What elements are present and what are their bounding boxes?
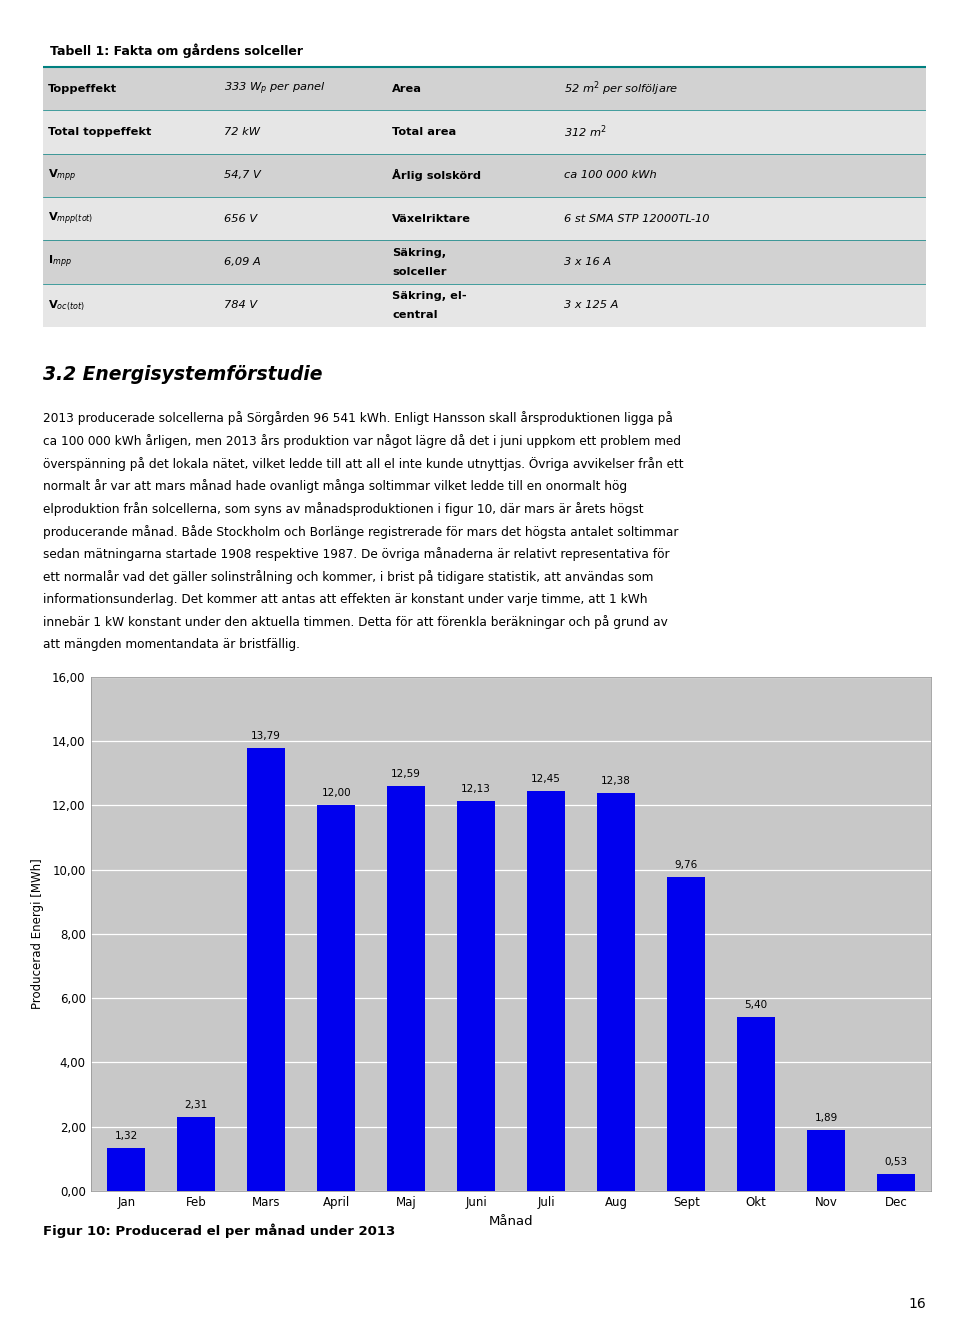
Text: 0,53: 0,53 xyxy=(884,1156,908,1167)
Text: central: central xyxy=(392,310,438,320)
Bar xyxy=(876,1173,916,1191)
Text: informationsunderlag. Det kommer att antas att effekten är konstant under varje : informationsunderlag. Det kommer att ant… xyxy=(43,593,648,606)
Bar xyxy=(527,790,565,1191)
Text: innebär 1 kW konstant under den aktuella timmen. Detta för att förenkla beräknin: innebär 1 kW konstant under den aktuella… xyxy=(43,615,668,629)
Text: 13,79: 13,79 xyxy=(252,730,281,741)
Bar xyxy=(43,240,926,284)
Text: Total toppeffekt: Total toppeffekt xyxy=(48,127,151,138)
Bar xyxy=(107,1148,146,1191)
Text: V$_{mpp}$: V$_{mpp}$ xyxy=(48,167,76,184)
Bar xyxy=(807,1131,846,1191)
Text: 12,38: 12,38 xyxy=(601,776,631,786)
Text: ca 100 000 kWh årligen, men 2013 års produktion var något lägre då det i juni up: ca 100 000 kWh årligen, men 2013 års pro… xyxy=(43,434,682,449)
Text: överspänning på det lokala nätet, vilket ledde till att all el inte kunde utnytt: överspänning på det lokala nätet, vilket… xyxy=(43,457,684,471)
Text: ett normalår vad det gäller solinstrålning och kommer, i brist på tidigare stati: ett normalår vad det gäller solinstrålni… xyxy=(43,570,654,583)
Text: 1,32: 1,32 xyxy=(114,1131,138,1141)
Text: 12,59: 12,59 xyxy=(392,769,421,780)
Text: Figur 10: Producerad el per månad under 2013: Figur 10: Producerad el per månad under … xyxy=(43,1224,396,1238)
Bar xyxy=(43,111,926,154)
Text: 656 V: 656 V xyxy=(225,214,257,224)
Text: 12,13: 12,13 xyxy=(461,784,492,794)
Text: att mängden momentandata är bristfällig.: att mängden momentandata är bristfällig. xyxy=(43,638,300,651)
Text: 12,45: 12,45 xyxy=(531,774,562,784)
Text: 2013 producerade solcellerna på Sörgården 96 541 kWh. Enligt Hansson skall årspr: 2013 producerade solcellerna på Sörgårde… xyxy=(43,411,673,426)
Text: 3 x 16 A: 3 x 16 A xyxy=(564,258,612,267)
Text: 9,76: 9,76 xyxy=(675,860,698,870)
Bar xyxy=(43,33,926,67)
Text: Växelriktare: Växelriktare xyxy=(392,214,471,224)
Text: Säkring, el-: Säkring, el- xyxy=(392,291,467,300)
Text: normalt år var att mars månad hade ovanligt många soltimmar vilket ledde till en: normalt år var att mars månad hade ovanl… xyxy=(43,479,627,494)
Text: Säkring,: Säkring, xyxy=(392,247,446,258)
Text: 312 m$^2$: 312 m$^2$ xyxy=(564,124,607,140)
Bar xyxy=(317,805,355,1191)
Text: Total area: Total area xyxy=(392,127,456,138)
Text: Årlig solskörd: Årlig solskörd xyxy=(392,170,481,182)
Text: 16: 16 xyxy=(909,1298,926,1311)
Bar xyxy=(737,1017,776,1191)
Bar xyxy=(43,284,926,327)
Text: solceller: solceller xyxy=(392,267,446,276)
Bar xyxy=(597,793,636,1191)
Text: I$_{mpp}$: I$_{mpp}$ xyxy=(48,254,71,270)
Text: 6 st SMA STP 12000TL-10: 6 st SMA STP 12000TL-10 xyxy=(564,214,709,224)
Text: Toppeffekt: Toppeffekt xyxy=(48,84,117,93)
Bar xyxy=(43,154,926,198)
Text: Tabell 1: Fakta om gårdens solceller: Tabell 1: Fakta om gårdens solceller xyxy=(50,43,303,57)
Text: 72 kW: 72 kW xyxy=(225,127,260,138)
Text: V$_{mpp(tot)}$: V$_{mpp(tot)}$ xyxy=(48,211,93,227)
Text: 333 W$_p$ per panel: 333 W$_p$ per panel xyxy=(225,80,326,97)
Bar xyxy=(457,801,495,1191)
Text: V$_{oc(tot)}$: V$_{oc(tot)}$ xyxy=(48,298,84,312)
Text: 784 V: 784 V xyxy=(225,300,257,311)
Text: elproduktion från solcellerna, som syns av månadsproduktionen i figur 10, där ma: elproduktion från solcellerna, som syns … xyxy=(43,502,644,517)
Text: 52 m$^2$ per solföljare: 52 m$^2$ per solföljare xyxy=(564,80,679,97)
Bar xyxy=(43,198,926,240)
Text: 3 x 125 A: 3 x 125 A xyxy=(564,300,618,311)
Bar xyxy=(43,67,926,111)
Bar xyxy=(247,748,285,1191)
Text: ca 100 000 kWh: ca 100 000 kWh xyxy=(564,171,657,180)
Bar xyxy=(387,786,425,1191)
Text: 6,09 A: 6,09 A xyxy=(225,258,261,267)
Text: producerande månad. Både Stockholm och Borlänge registrerade för mars det högsta: producerande månad. Både Stockholm och B… xyxy=(43,525,679,538)
Bar xyxy=(177,1116,215,1191)
X-axis label: Månad: Månad xyxy=(489,1215,534,1228)
Text: Area: Area xyxy=(392,84,422,93)
Text: 12,00: 12,00 xyxy=(322,788,351,798)
Bar xyxy=(667,877,706,1191)
Text: 3.2 Energisystemförstudie: 3.2 Energisystemförstudie xyxy=(43,366,323,384)
Text: 5,40: 5,40 xyxy=(745,1000,768,1011)
Text: 54,7 V: 54,7 V xyxy=(225,171,261,180)
Text: 1,89: 1,89 xyxy=(815,1113,838,1123)
Text: 2,31: 2,31 xyxy=(184,1100,207,1109)
Y-axis label: Producerad Energi [MWh]: Producerad Energi [MWh] xyxy=(31,858,44,1009)
Text: sedan mätningarna startade 1908 respektive 1987. De övriga månaderna är relativt: sedan mätningarna startade 1908 respekti… xyxy=(43,547,670,561)
